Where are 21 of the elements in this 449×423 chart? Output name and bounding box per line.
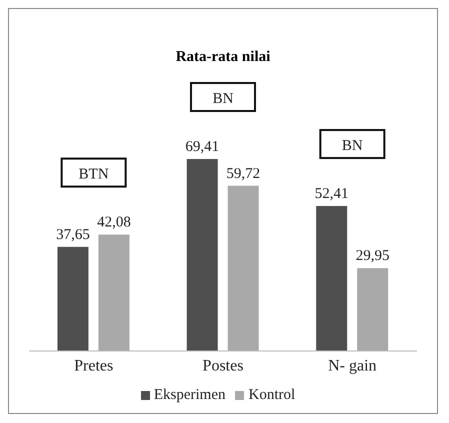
- data-label: 52,41: [314, 186, 348, 202]
- bar: [57, 246, 88, 351]
- data-label: 42,08: [97, 214, 131, 231]
- data-label: 59,72: [226, 166, 260, 182]
- data-label: 29,95: [356, 248, 390, 264]
- legend-label: Eksperimen: [154, 387, 226, 403]
- text: BN: [342, 138, 363, 154]
- data-label: 69,41: [185, 139, 220, 155]
- chart-title: Rata-rata nilai: [174, 49, 272, 67]
- x-tick-label: Pretes: [74, 357, 114, 374]
- bar: [357, 268, 388, 351]
- text: BN: [212, 91, 234, 107]
- bar: [228, 186, 259, 351]
- x-tick-label: Postes: [202, 357, 244, 374]
- bar: [186, 159, 218, 351]
- annotation: BTN: [78, 166, 109, 183]
- bar: [316, 206, 348, 351]
- bar: [98, 234, 130, 351]
- data-label: 37,65: [56, 226, 90, 243]
- x-tick-label: N- gain: [328, 357, 377, 374]
- legend-label: Kontrol: [248, 387, 296, 403]
